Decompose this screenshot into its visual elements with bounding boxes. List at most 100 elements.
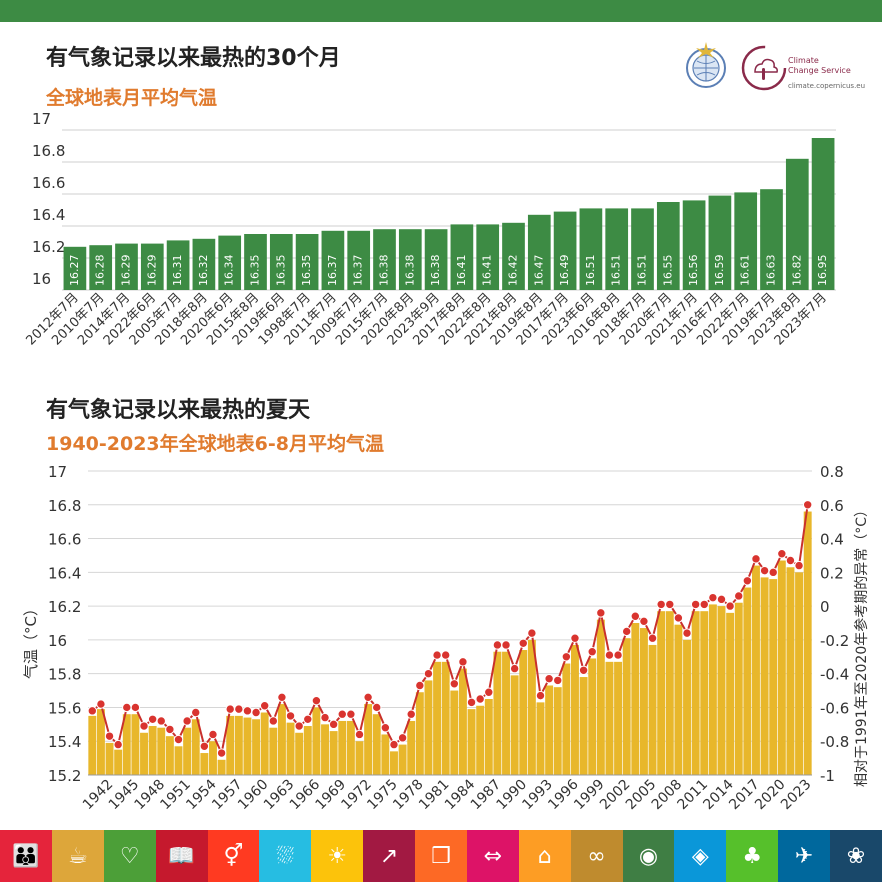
sdg-tile: ∞: [570, 830, 623, 882]
fish-icon: ◈: [691, 843, 709, 869]
chart2-y-right-axis-title: 相对于1991年至2020年参考期的异常（°C）: [853, 503, 870, 787]
chart1-bar-value-label: 16.51: [610, 255, 623, 287]
chart2-bar: [752, 565, 760, 775]
chart1-bar: [476, 224, 500, 290]
chart2-anomaly-point: [432, 650, 442, 660]
chart2-anomaly-point: [578, 665, 589, 675]
chart2-bar: [717, 606, 726, 775]
chart1-title: 有气象记录以来最热的30个月: [46, 46, 341, 71]
chart2-x-tick-label: 2023: [778, 777, 815, 814]
chart2-bar: [450, 690, 459, 775]
sdg-tile: ♡: [103, 830, 156, 882]
chart2-bar: [527, 639, 536, 775]
chart2-anomaly-point: [113, 739, 123, 750]
chart1-bar-value-label: 16.29: [145, 255, 158, 287]
chart1-bar-value-label: 16.49: [558, 255, 571, 287]
chart2-y-right-tick-label: -1: [820, 767, 835, 785]
chart1-bar-value-label: 16.41: [481, 255, 494, 287]
chart1-bar-value-label: 16.56: [687, 255, 700, 287]
chart2-bar: [105, 742, 114, 775]
c3s-line2: Change Service: [788, 66, 851, 75]
chart1-bar: [760, 189, 783, 290]
chart2-anomaly-point: [406, 709, 416, 719]
sdg-tile: ⇔: [466, 830, 519, 882]
chart1-bar-value-label: 16.59: [713, 255, 726, 287]
chart2-anomaly-point: [665, 599, 675, 610]
chart2-bar: [657, 611, 666, 775]
sdg-tile: 👪: [0, 830, 52, 882]
chart1-bar-value-label: 16.32: [197, 255, 210, 287]
chart2-anomaly-point: [415, 680, 425, 691]
chart2-bar: [596, 619, 605, 775]
chart2-bar: [415, 692, 424, 775]
chart2-bar: [571, 644, 579, 775]
chart2-anomaly-point: [242, 706, 253, 716]
chart2-bar: [441, 661, 450, 775]
chart2-bar: [476, 705, 485, 775]
chart2-bar: [433, 661, 442, 775]
chart2-anomaly-point: [96, 699, 106, 709]
chart1-bar-value-label: 16.95: [816, 255, 829, 287]
chart2-anomaly-point: [501, 640, 511, 650]
chart2-bar: [338, 720, 347, 775]
chart2-bar: [691, 611, 700, 775]
chart1-bar: [63, 246, 87, 290]
chart1-bar-value-label: 16.55: [661, 255, 674, 287]
chart2-bar: [269, 727, 278, 775]
chart2-anomaly-point: [87, 706, 98, 716]
chart2-bar: [458, 668, 467, 775]
chart1-y-tick-label: 16.6: [32, 174, 65, 192]
chart2-anomaly-point: [458, 657, 468, 667]
chart1-bar: [553, 211, 577, 290]
chart2-anomaly-point: [122, 702, 132, 713]
chart1-bar-value-label: 16.35: [300, 255, 313, 287]
chart1-bar: [244, 234, 267, 290]
chart2-y-left-tick-label: 16: [48, 632, 67, 650]
chart2-bar: [424, 680, 433, 775]
chart2-bar: [381, 734, 390, 775]
chart1-bar: [579, 208, 603, 290]
chart1-bar: [398, 229, 422, 290]
chart2-bar: [622, 638, 631, 775]
chart2-svg: 17 16.8 16.6 16.4 16.2 16 15.8 15.6 15.4 15.2 0.8 0…: [22, 463, 870, 814]
chart1-bar: [218, 235, 242, 290]
chart2-anomaly-point: [656, 599, 666, 610]
chart2-anomaly-point: [475, 694, 485, 704]
chart2-bar: [88, 715, 97, 775]
chart2-bar: [329, 731, 338, 775]
chart2-bar: [743, 587, 752, 775]
chart1-bar-value-label: 16.41: [455, 255, 468, 287]
chart2-bar: [579, 677, 588, 775]
chart1-bar-value-label: 16.61: [739, 255, 752, 287]
chart2-anomaly-point: [647, 633, 658, 643]
chart2-anomaly-point: [303, 714, 313, 724]
chart2-anomaly-point: [561, 652, 572, 662]
chart2-anomaly-point: [690, 599, 701, 610]
chart2-subtitle: 1940-2023年全球地表6-8月平均气温: [46, 433, 384, 455]
chart1-bar-value-label: 16.51: [584, 255, 597, 287]
chart2-bar: [519, 650, 528, 775]
chart2-bar: [536, 702, 545, 775]
chart2-anomaly-point: [259, 701, 270, 711]
chart2-bar: [286, 722, 295, 775]
chart2-anomaly-point: [139, 721, 149, 731]
chart2-bar: [114, 749, 123, 775]
chart2-bar: [700, 611, 709, 775]
chart2-bar: [364, 704, 373, 775]
chart1-bar: [734, 192, 758, 290]
chart2-y-left-tick-label: 16.6: [48, 531, 81, 549]
chart2-anomaly-point: [699, 599, 709, 610]
chart2-anomaly-point: [397, 733, 408, 743]
chart2-bar: [165, 736, 174, 775]
chart2-anomaly-point: [130, 702, 141, 713]
chart2-y-right-tick-label: 0: [820, 598, 830, 616]
chart2-bar: [795, 572, 804, 775]
chart2-anomaly-point: [389, 739, 399, 750]
chart2-anomaly-point: [484, 687, 494, 697]
chart2-anomaly-point: [639, 616, 649, 627]
chart1-bar: [631, 208, 654, 290]
city-icon: ⌂: [537, 843, 552, 869]
chart2-anomaly-point: [440, 650, 451, 660]
sdg-tile: ⛆: [259, 830, 312, 882]
